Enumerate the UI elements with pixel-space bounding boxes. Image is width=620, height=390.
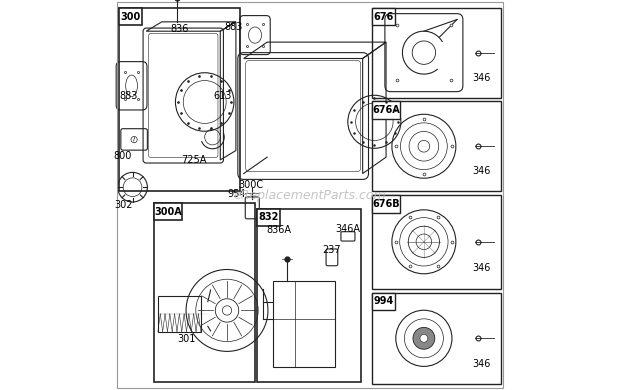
Text: 346: 346 — [472, 263, 491, 273]
Text: 676B: 676B — [373, 199, 401, 209]
Circle shape — [413, 328, 435, 349]
Text: 800: 800 — [113, 151, 132, 161]
Bar — [119, 8, 142, 25]
Bar — [373, 8, 396, 25]
Text: 237: 237 — [322, 245, 341, 255]
Text: 300A: 300A — [154, 207, 182, 216]
Text: 836A: 836A — [267, 225, 291, 235]
Text: 832: 832 — [259, 213, 279, 222]
Circle shape — [420, 334, 428, 342]
Text: 301: 301 — [177, 334, 196, 344]
Bar — [373, 101, 401, 119]
Text: 346: 346 — [472, 73, 491, 83]
Bar — [373, 292, 501, 384]
Text: 883: 883 — [120, 91, 138, 101]
Text: 994: 994 — [374, 296, 394, 306]
Bar — [373, 195, 501, 289]
Text: 836: 836 — [170, 24, 188, 34]
Bar — [257, 209, 361, 382]
Bar — [373, 101, 501, 191]
Text: 954: 954 — [228, 189, 246, 199]
Text: 300C: 300C — [238, 180, 264, 190]
Text: 613: 613 — [213, 91, 231, 101]
Bar — [154, 203, 182, 220]
Bar — [257, 209, 280, 226]
Bar — [373, 8, 501, 98]
Text: 300: 300 — [120, 12, 141, 21]
Text: 346A: 346A — [336, 225, 361, 234]
Text: eReplacementParts.com: eReplacementParts.com — [234, 188, 386, 202]
Text: 676: 676 — [374, 12, 394, 21]
Bar — [154, 203, 255, 382]
Bar — [273, 281, 335, 367]
Bar — [373, 195, 401, 213]
Text: 346: 346 — [472, 167, 491, 176]
Text: 676A: 676A — [373, 105, 401, 115]
Bar — [158, 296, 201, 331]
Bar — [119, 8, 240, 191]
Bar — [373, 292, 396, 310]
Text: 302: 302 — [114, 200, 133, 210]
Text: 346: 346 — [472, 359, 491, 369]
Text: 883: 883 — [225, 22, 243, 32]
Text: 725A: 725A — [181, 155, 206, 165]
